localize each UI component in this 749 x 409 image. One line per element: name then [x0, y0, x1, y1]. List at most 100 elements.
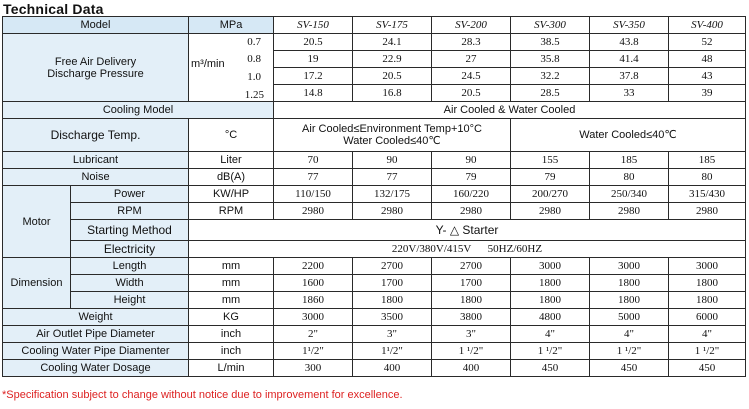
lubricant-value: 90	[352, 151, 432, 169]
dimension-width-label: Width	[70, 274, 189, 292]
dimension-height-value: 1800	[431, 291, 511, 309]
motor-power-value: 132/175	[352, 185, 432, 203]
table-row: Motor Power KW/HP 110/150 132/175 160/22…	[2, 185, 746, 258]
cooling-dosage-unit: L/min	[188, 359, 274, 377]
noise-value: 80	[589, 168, 669, 186]
noise-label: Noise	[2, 168, 189, 186]
motor-power-value: 110/150	[273, 185, 353, 203]
fad-label-line1: Free Air Delivery	[54, 55, 137, 68]
dimension-length-value: 3000	[510, 257, 590, 275]
dimension-length-value: 2700	[431, 257, 511, 275]
cooling-dosage-value: 450	[510, 359, 590, 377]
model-name: SV-200	[431, 16, 511, 34]
model-header: Model	[2, 16, 189, 34]
air-outlet-label: Air Outlet Pipe Diameter	[2, 325, 189, 343]
fad-pressure: 1.0	[247, 71, 261, 83]
air-outlet-unit: inch	[188, 325, 274, 343]
weight-label: Weight	[2, 308, 189, 326]
dimension-length-label: Length	[70, 257, 189, 275]
cooling-pipe-value: 1 ¹/2"	[589, 342, 669, 360]
footnote: *Specification subject to change without…	[2, 389, 403, 401]
lubricant-value: 90	[431, 151, 511, 169]
dimension-height-value: 1860	[273, 291, 353, 309]
cooling-pipe-value: 1 ¹/2"	[510, 342, 590, 360]
fad-value: 39	[668, 84, 746, 102]
table-row: Width mm 1600 1700 1700 1800 1800 1800	[3, 274, 746, 292]
table-header-row: Model MPa SV-150 SV-175 SV-200 SV-300 SV…	[2, 16, 746, 34]
fad-value: 16.8	[352, 84, 432, 102]
motor-power-value: 200/270	[510, 185, 590, 203]
air-outlet-value: 3"	[431, 325, 511, 343]
table-row: Free Air Delivery Discharge Pressure m³/…	[2, 33, 746, 102]
table-row: Lubricant Liter 70 90 90 155 185 185	[2, 151, 746, 169]
motor-rpm-value: 2980	[589, 202, 669, 220]
dimension-width-value: 1600	[273, 274, 353, 292]
discharge-temp-air: Air Cooled≤Environment Temp+10°C Water C…	[273, 118, 511, 152]
cooling-pipe-value: 1¹/2"	[352, 342, 432, 360]
discharge-temp-label: Discharge Temp.	[2, 118, 189, 152]
fad-value: 24.5	[431, 67, 511, 85]
fad-value: 43	[668, 67, 746, 85]
dimension-width-value: 1800	[510, 274, 590, 292]
cooling-model-value: Air Cooled & Water Cooled	[273, 101, 746, 119]
model-name: SV-150	[273, 16, 353, 34]
motor-rpm-unit: RPM	[188, 202, 274, 220]
air-outlet-value: 4"	[510, 325, 590, 343]
lubricant-value: 185	[589, 151, 669, 169]
discharge-temp-air-line1: Air Cooled≤Environment Temp+10°C	[302, 123, 482, 135]
table-row: Height mm 1860 1800 1800 1800 1800 1800	[3, 291, 746, 309]
fad-value: 28.5	[510, 84, 590, 102]
dimension-length-value: 2200	[273, 257, 353, 275]
motor-power-unit: KW/HP	[188, 185, 274, 203]
motor-label: Motor	[2, 185, 71, 258]
cooling-pipe-label: Cooling Water Pipe Diamenter	[2, 342, 189, 360]
lubricant-value: 185	[668, 151, 746, 169]
weight-value: 5000	[589, 308, 669, 326]
dimension-width-value: 1800	[589, 274, 669, 292]
cooling-pipe-value: 1 ¹/2"	[668, 342, 746, 360]
technical-data-table: Model MPa SV-150 SV-175 SV-200 SV-300 SV…	[2, 16, 746, 377]
noise-unit: dB(A)	[188, 168, 274, 186]
noise-value: 79	[510, 168, 590, 186]
air-outlet-value: 2"	[273, 325, 353, 343]
lubricant-unit: Liter	[188, 151, 274, 169]
fad-value: 17.2	[273, 67, 353, 85]
footnote-text: Specification subject to change without …	[6, 389, 403, 401]
dimension-length-value: 3000	[589, 257, 669, 275]
weight-value: 6000	[668, 308, 746, 326]
table-row: Cooling Water Pipe Diamenter inch 1¹/2" …	[2, 342, 746, 360]
motor-rpm-value: 2980	[510, 202, 590, 220]
dimension-height-value: 1800	[589, 291, 669, 309]
electricity-label: Electricity	[70, 240, 189, 258]
cooling-dosage-value: 300	[273, 359, 353, 377]
noise-value: 80	[668, 168, 746, 186]
fad-unit-text: m³/min	[191, 58, 225, 70]
dimension-height-label: Height	[70, 291, 189, 309]
fad-value: 32.2	[510, 67, 590, 85]
weight-value: 4800	[510, 308, 590, 326]
discharge-temp-air-line2: Water Cooled≤40℃	[343, 135, 441, 147]
model-name: SV-400	[668, 16, 746, 34]
fad-value: 52	[668, 33, 746, 51]
cooling-pipe-value: 1¹/2"	[273, 342, 353, 360]
noise-value: 79	[431, 168, 511, 186]
cooling-pipe-value: 1 ¹/2"	[431, 342, 511, 360]
dimension-length-value: 3000	[668, 257, 746, 275]
weight-value: 3000	[273, 308, 353, 326]
table-row: Discharge Temp. °C Air Cooled≤Environmen…	[2, 118, 746, 152]
dimension-length-value: 2700	[352, 257, 432, 275]
fad-value: 38.5	[510, 33, 590, 51]
electricity-value: 220V/380V/415V 50HZ/60HZ	[188, 240, 746, 258]
fad-value: 24.1	[352, 33, 432, 51]
fad-label: Free Air Delivery Discharge Pressure	[2, 33, 189, 102]
motor-power-value: 160/220	[431, 185, 511, 203]
dimension-label: Dimension	[2, 257, 71, 309]
fad-value: 41.4	[589, 50, 669, 68]
fad-pressure: 0.7	[247, 36, 261, 48]
motor-rpm-value: 2980	[273, 202, 353, 220]
table-row: Electricity 220V/380V/415V 50HZ/60HZ	[3, 240, 746, 258]
air-outlet-value: 4"	[668, 325, 746, 343]
dimension-height-value: 1800	[668, 291, 746, 309]
discharge-temp-water: Water Cooled≤40℃	[510, 118, 746, 152]
dimension-height-value: 1800	[510, 291, 590, 309]
